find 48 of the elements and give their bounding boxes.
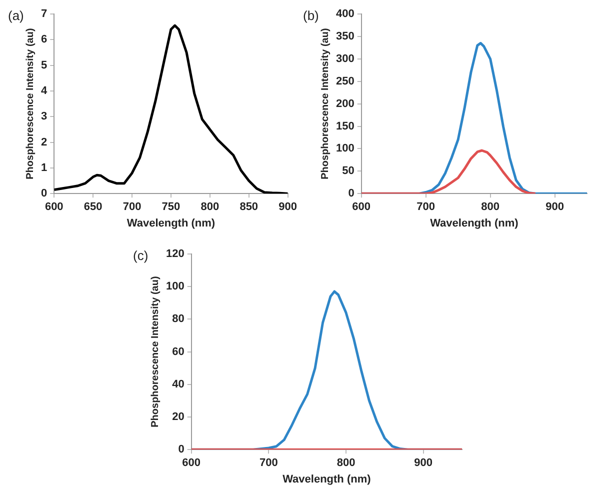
x-tick-label: 600: [352, 201, 371, 214]
y-tick-label: 50: [342, 165, 354, 178]
y-tick-label: 0: [178, 444, 184, 456]
y-tick-label: 7: [40, 8, 48, 20]
y-tick-label: 350: [336, 30, 354, 42]
y-tick-label: 1: [40, 162, 48, 174]
chart-title: (b): [303, 8, 319, 24]
y-tick-label: 3: [40, 110, 48, 123]
y-tick-label: 40: [172, 378, 184, 390]
x-tick-label: 800: [200, 201, 220, 214]
y-tick-label: 60: [172, 346, 184, 358]
chart-title: (a): [8, 8, 24, 24]
y-axis-title: Phosphorescence Intensity (au): [24, 28, 36, 180]
y-tick-label: 6: [40, 34, 48, 46]
y-tick-label: 5: [40, 59, 48, 72]
y-tick-label: 2: [40, 136, 48, 148]
x-tick-label: 850: [240, 201, 258, 214]
x-tick-label: 700: [416, 201, 436, 214]
y-tick-label: 120: [166, 248, 184, 260]
x-axis-title: Wavelength (nm): [430, 217, 519, 230]
y-tick-label: 0: [348, 188, 354, 200]
y-tick-label: 4: [40, 85, 48, 98]
y-tick-label: 80: [172, 313, 184, 326]
x-tick-label: 800: [336, 457, 356, 470]
x-axis-title: Wavelength (nm): [282, 473, 372, 486]
y-tick-label: 20: [172, 411, 184, 424]
x-tick-label: 600: [44, 201, 64, 214]
y-tick-label: 0: [40, 188, 48, 200]
x-tick-label: 600: [182, 457, 201, 470]
x-tick-label: 750: [162, 201, 180, 214]
y-axis-title: Phosphorescence Intensity (au): [320, 28, 331, 180]
x-tick-label: 800: [481, 201, 500, 214]
x-tick-label: 700: [122, 201, 142, 214]
x-tick-label: 650: [84, 201, 102, 214]
x-axis-title: Wavelength (nm): [126, 217, 216, 230]
y-tick-label: 100: [166, 280, 184, 293]
y-tick-label: 150: [336, 120, 354, 132]
x-tick-label: 900: [414, 457, 433, 470]
chart-title: (c): [133, 248, 148, 264]
x-tick-label: 900: [278, 201, 298, 214]
y-tick-label: 200: [336, 98, 354, 110]
x-tick-label: 700: [260, 457, 278, 470]
y-tick-label: 400: [336, 8, 354, 20]
y-tick-label: 300: [336, 52, 354, 65]
y-tick-label: 250: [336, 75, 354, 88]
x-tick-label: 900: [546, 201, 564, 214]
y-tick-label: 100: [336, 142, 354, 155]
y-axis-title: Phosphorescence Intensity (au): [150, 276, 161, 428]
